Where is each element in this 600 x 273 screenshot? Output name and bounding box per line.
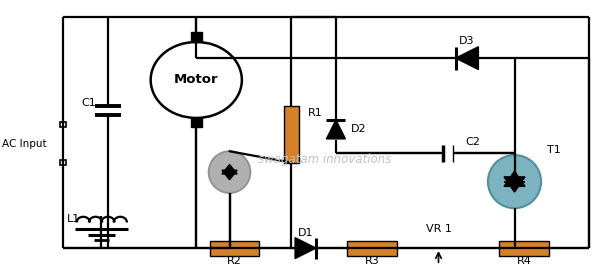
Text: R4: R4 bbox=[517, 256, 532, 266]
Text: R3: R3 bbox=[365, 256, 379, 266]
Text: D1: D1 bbox=[298, 228, 313, 238]
Bar bbox=[347, 241, 397, 256]
Polygon shape bbox=[455, 47, 478, 70]
Bar bbox=[209, 241, 259, 256]
Text: T1: T1 bbox=[547, 145, 560, 155]
Bar bbox=[191, 32, 202, 42]
Polygon shape bbox=[504, 171, 525, 186]
Text: D3: D3 bbox=[459, 36, 475, 46]
Bar bbox=[191, 118, 202, 127]
Text: swagatam innovations: swagatam innovations bbox=[258, 153, 391, 166]
Polygon shape bbox=[222, 170, 237, 180]
Circle shape bbox=[488, 155, 541, 208]
Ellipse shape bbox=[151, 42, 242, 118]
Polygon shape bbox=[326, 120, 346, 139]
Text: D2: D2 bbox=[351, 124, 367, 134]
Bar bbox=[61, 160, 66, 165]
Text: C1: C1 bbox=[82, 98, 97, 108]
Text: AC Input: AC Input bbox=[2, 139, 46, 149]
Polygon shape bbox=[504, 177, 525, 192]
Bar bbox=[61, 122, 66, 127]
Circle shape bbox=[209, 151, 250, 193]
Bar bbox=[284, 106, 299, 163]
Polygon shape bbox=[295, 238, 316, 259]
Text: R1: R1 bbox=[308, 108, 323, 118]
Text: Motor: Motor bbox=[174, 73, 218, 87]
Polygon shape bbox=[222, 165, 237, 174]
Text: L1: L1 bbox=[67, 214, 80, 224]
Text: R2: R2 bbox=[227, 256, 242, 266]
Text: VR 1: VR 1 bbox=[425, 224, 451, 234]
Text: C2: C2 bbox=[465, 137, 480, 147]
Bar bbox=[499, 241, 549, 256]
